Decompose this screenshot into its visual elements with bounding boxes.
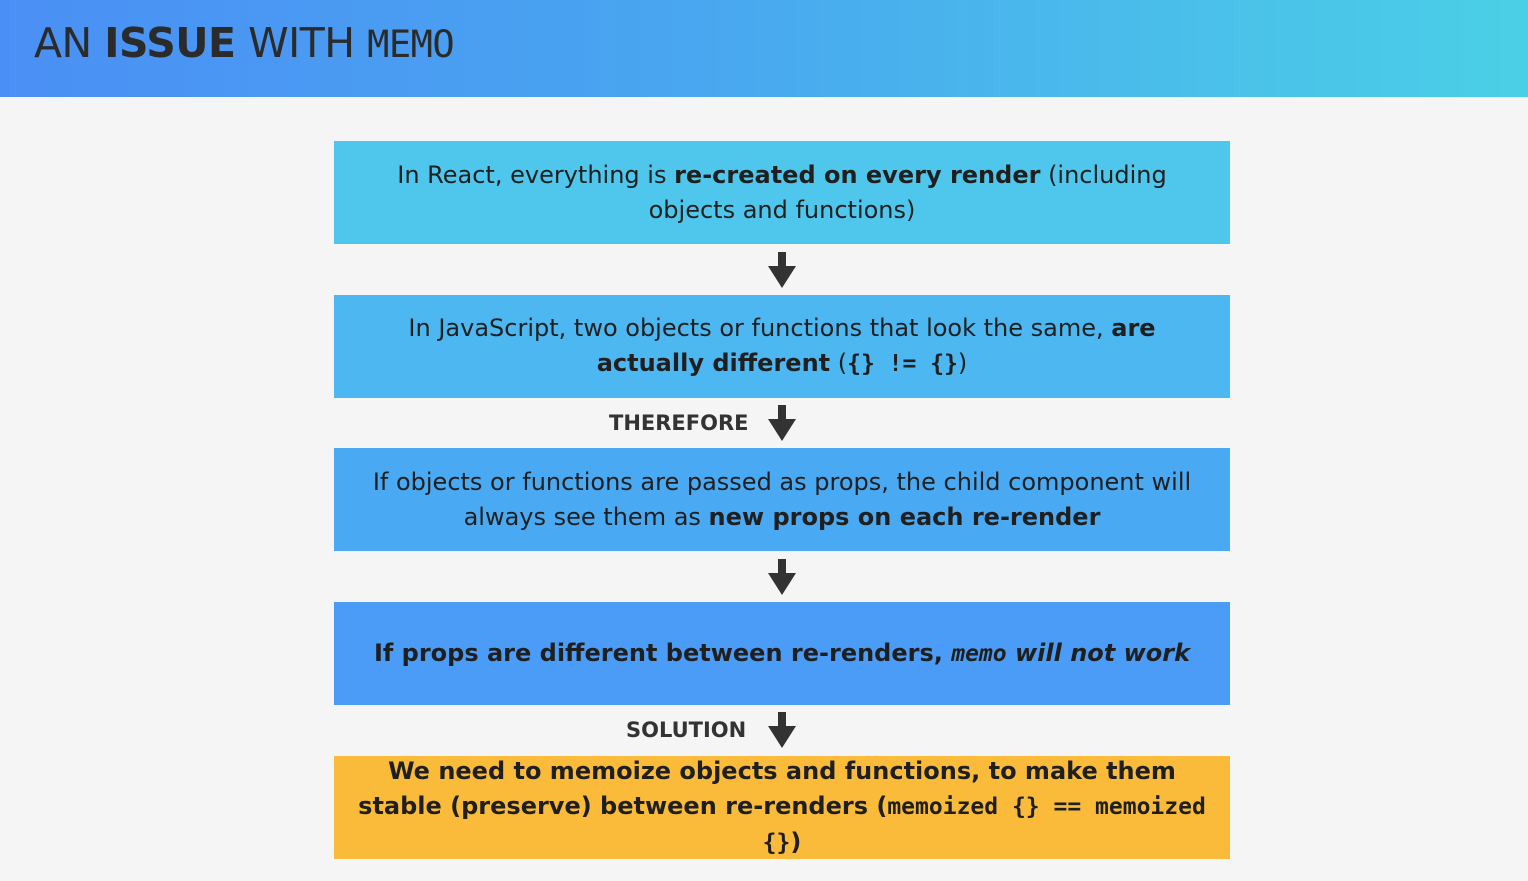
page-title: AN ISSUE WITH MEMO [34, 18, 455, 70]
title-banner: AN ISSUE WITH MEMO [0, 0, 1528, 97]
title-part-issue: ISSUE [104, 19, 236, 67]
solution-label: SOLUTION [626, 718, 747, 742]
flow-box-text: We need to memoize objects and functions… [354, 754, 1210, 861]
down-arrow-icon [768, 559, 796, 595]
text-segment: We need to memoize objects and functions… [358, 757, 1176, 820]
flow-box-new-props: If objects or functions are passed as pr… [334, 448, 1230, 551]
emphasis-segment: will not work [1006, 638, 1191, 667]
flow-box-solution: We need to memoize objects and functions… [334, 756, 1230, 859]
emphasis-segment: are actually different [596, 314, 1156, 377]
code-segment: memoized {} == memoized {} [762, 794, 1206, 856]
title-part-memo: MEMO [367, 23, 455, 66]
down-arrow-icon [768, 712, 796, 748]
title-part-with: WITH [235, 19, 368, 67]
text-segment: ) [957, 349, 968, 377]
flow-box-text: If objects or functions are passed as pr… [370, 465, 1194, 535]
emphasis-segment: re-created on every render [674, 160, 1041, 189]
code-segment: {} != {} [847, 351, 958, 377]
flow-box-different: In JavaScript, two objects or functions … [334, 295, 1230, 398]
text-segment: If props are different between re-render… [373, 638, 952, 667]
text-segment: If objects or functions are passed as pr… [372, 467, 1192, 531]
text-segment: In React, everything is [397, 160, 675, 189]
down-arrow-icon [768, 252, 796, 288]
flow-box-recreated: In React, everything is re-created on ev… [334, 141, 1230, 244]
therefore-label: THEREFORE [609, 411, 749, 435]
code-segment: memo [951, 640, 1007, 667]
flow-box-memo-fails: If props are different between re-render… [334, 602, 1230, 705]
title-part-an: AN [34, 19, 105, 67]
text-segment: ) [790, 828, 802, 856]
text-segment: ( [830, 349, 848, 377]
flow-box-text: In JavaScript, two objects or functions … [370, 311, 1194, 382]
down-arrow-icon [768, 405, 796, 441]
emphasis-segment: new props on each re-render [708, 502, 1101, 531]
text-segment: (including objects and functions) [648, 160, 1167, 224]
flow-box-text: In React, everything is re-created on ev… [370, 158, 1194, 228]
text-segment: In JavaScript, two objects or functions … [408, 314, 1112, 342]
flow-box-text: If props are different between re-render… [374, 636, 1190, 672]
